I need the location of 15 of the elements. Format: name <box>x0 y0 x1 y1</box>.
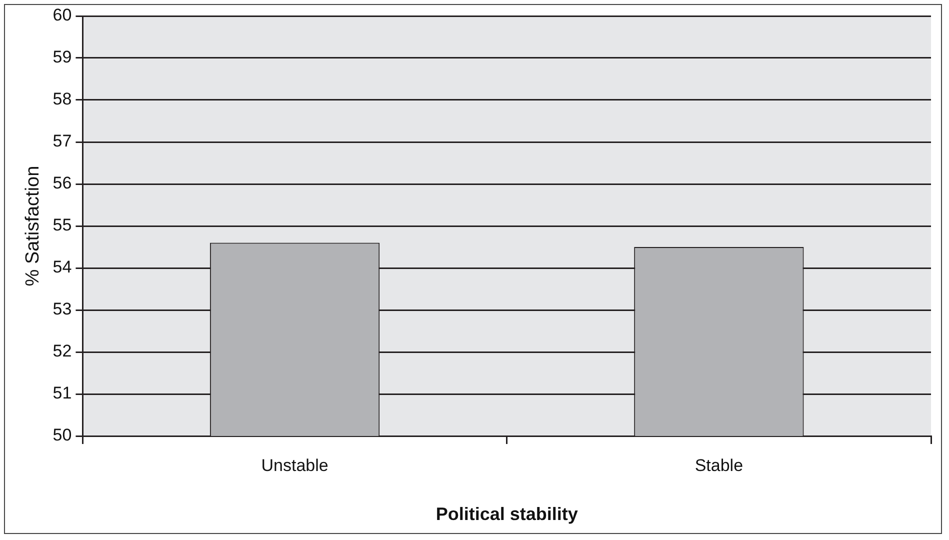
y-tick-label: 52 <box>52 342 72 361</box>
y-axis-title: % Satisfaction <box>22 166 44 286</box>
y-tick-label: 60 <box>52 6 72 25</box>
y-tick-label: 54 <box>52 258 72 277</box>
y-tick-label: 55 <box>52 216 72 235</box>
x-tick-label: Stable <box>694 456 744 475</box>
x-axis-title: Political stability <box>436 504 578 524</box>
y-tick-label: 53 <box>52 300 72 319</box>
y-tick-label: 58 <box>52 90 72 109</box>
y-tick-label: 50 <box>52 426 72 445</box>
x-tick-label: Unstable <box>261 456 328 475</box>
y-tick-label: 51 <box>52 384 72 403</box>
y-tick-label: 56 <box>52 174 72 193</box>
y-tick-label: 57 <box>52 132 72 151</box>
y-tick-label: 59 <box>52 48 72 67</box>
